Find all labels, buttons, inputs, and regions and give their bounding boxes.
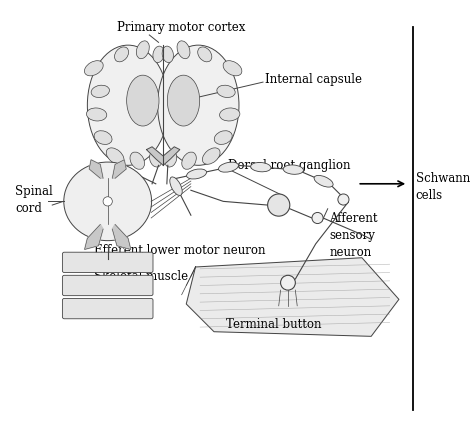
Ellipse shape — [223, 61, 242, 76]
Ellipse shape — [94, 131, 112, 144]
Circle shape — [281, 275, 295, 290]
Ellipse shape — [153, 46, 164, 63]
Ellipse shape — [251, 163, 271, 172]
Ellipse shape — [314, 175, 333, 187]
Ellipse shape — [202, 148, 220, 164]
Ellipse shape — [167, 75, 200, 126]
FancyBboxPatch shape — [63, 252, 153, 272]
Text: Efferent lower motor neuron: Efferent lower motor neuron — [94, 244, 265, 257]
Polygon shape — [112, 225, 131, 249]
Text: Dorsal root ganglion: Dorsal root ganglion — [228, 159, 350, 172]
Circle shape — [338, 194, 349, 205]
Ellipse shape — [86, 108, 107, 121]
Polygon shape — [84, 225, 103, 249]
Polygon shape — [186, 258, 399, 336]
Ellipse shape — [106, 148, 124, 164]
Circle shape — [312, 212, 323, 224]
Polygon shape — [112, 160, 126, 178]
Circle shape — [268, 194, 290, 216]
Text: Internal capsule: Internal capsule — [265, 73, 362, 86]
Ellipse shape — [170, 177, 182, 195]
Ellipse shape — [162, 46, 173, 63]
Ellipse shape — [150, 151, 162, 167]
Ellipse shape — [214, 131, 232, 144]
Text: Spinal
cord: Spinal cord — [15, 184, 53, 215]
Ellipse shape — [283, 165, 303, 174]
Text: Afferent
sensory
neuron: Afferent sensory neuron — [329, 211, 378, 259]
Circle shape — [103, 197, 112, 206]
Ellipse shape — [64, 162, 152, 241]
Text: Primary motor cortex: Primary motor cortex — [118, 21, 246, 34]
Ellipse shape — [187, 169, 207, 179]
Ellipse shape — [198, 47, 212, 62]
Ellipse shape — [87, 45, 169, 165]
Ellipse shape — [164, 151, 177, 167]
Ellipse shape — [182, 152, 196, 169]
Ellipse shape — [115, 47, 128, 62]
Ellipse shape — [217, 85, 235, 98]
Ellipse shape — [84, 61, 103, 76]
Text: Skeletal muscle: Skeletal muscle — [94, 270, 188, 283]
Polygon shape — [89, 160, 103, 178]
Polygon shape — [146, 147, 180, 165]
Ellipse shape — [177, 41, 190, 59]
Ellipse shape — [91, 85, 109, 98]
Ellipse shape — [219, 162, 238, 172]
Text: Terminal button: Terminal button — [227, 318, 322, 331]
Ellipse shape — [127, 75, 159, 126]
Ellipse shape — [158, 45, 239, 165]
Text: Schwann
cells: Schwann cells — [416, 172, 470, 201]
FancyBboxPatch shape — [63, 298, 153, 319]
Ellipse shape — [219, 108, 240, 121]
Ellipse shape — [130, 152, 145, 169]
FancyBboxPatch shape — [63, 275, 153, 296]
Ellipse shape — [137, 41, 149, 59]
